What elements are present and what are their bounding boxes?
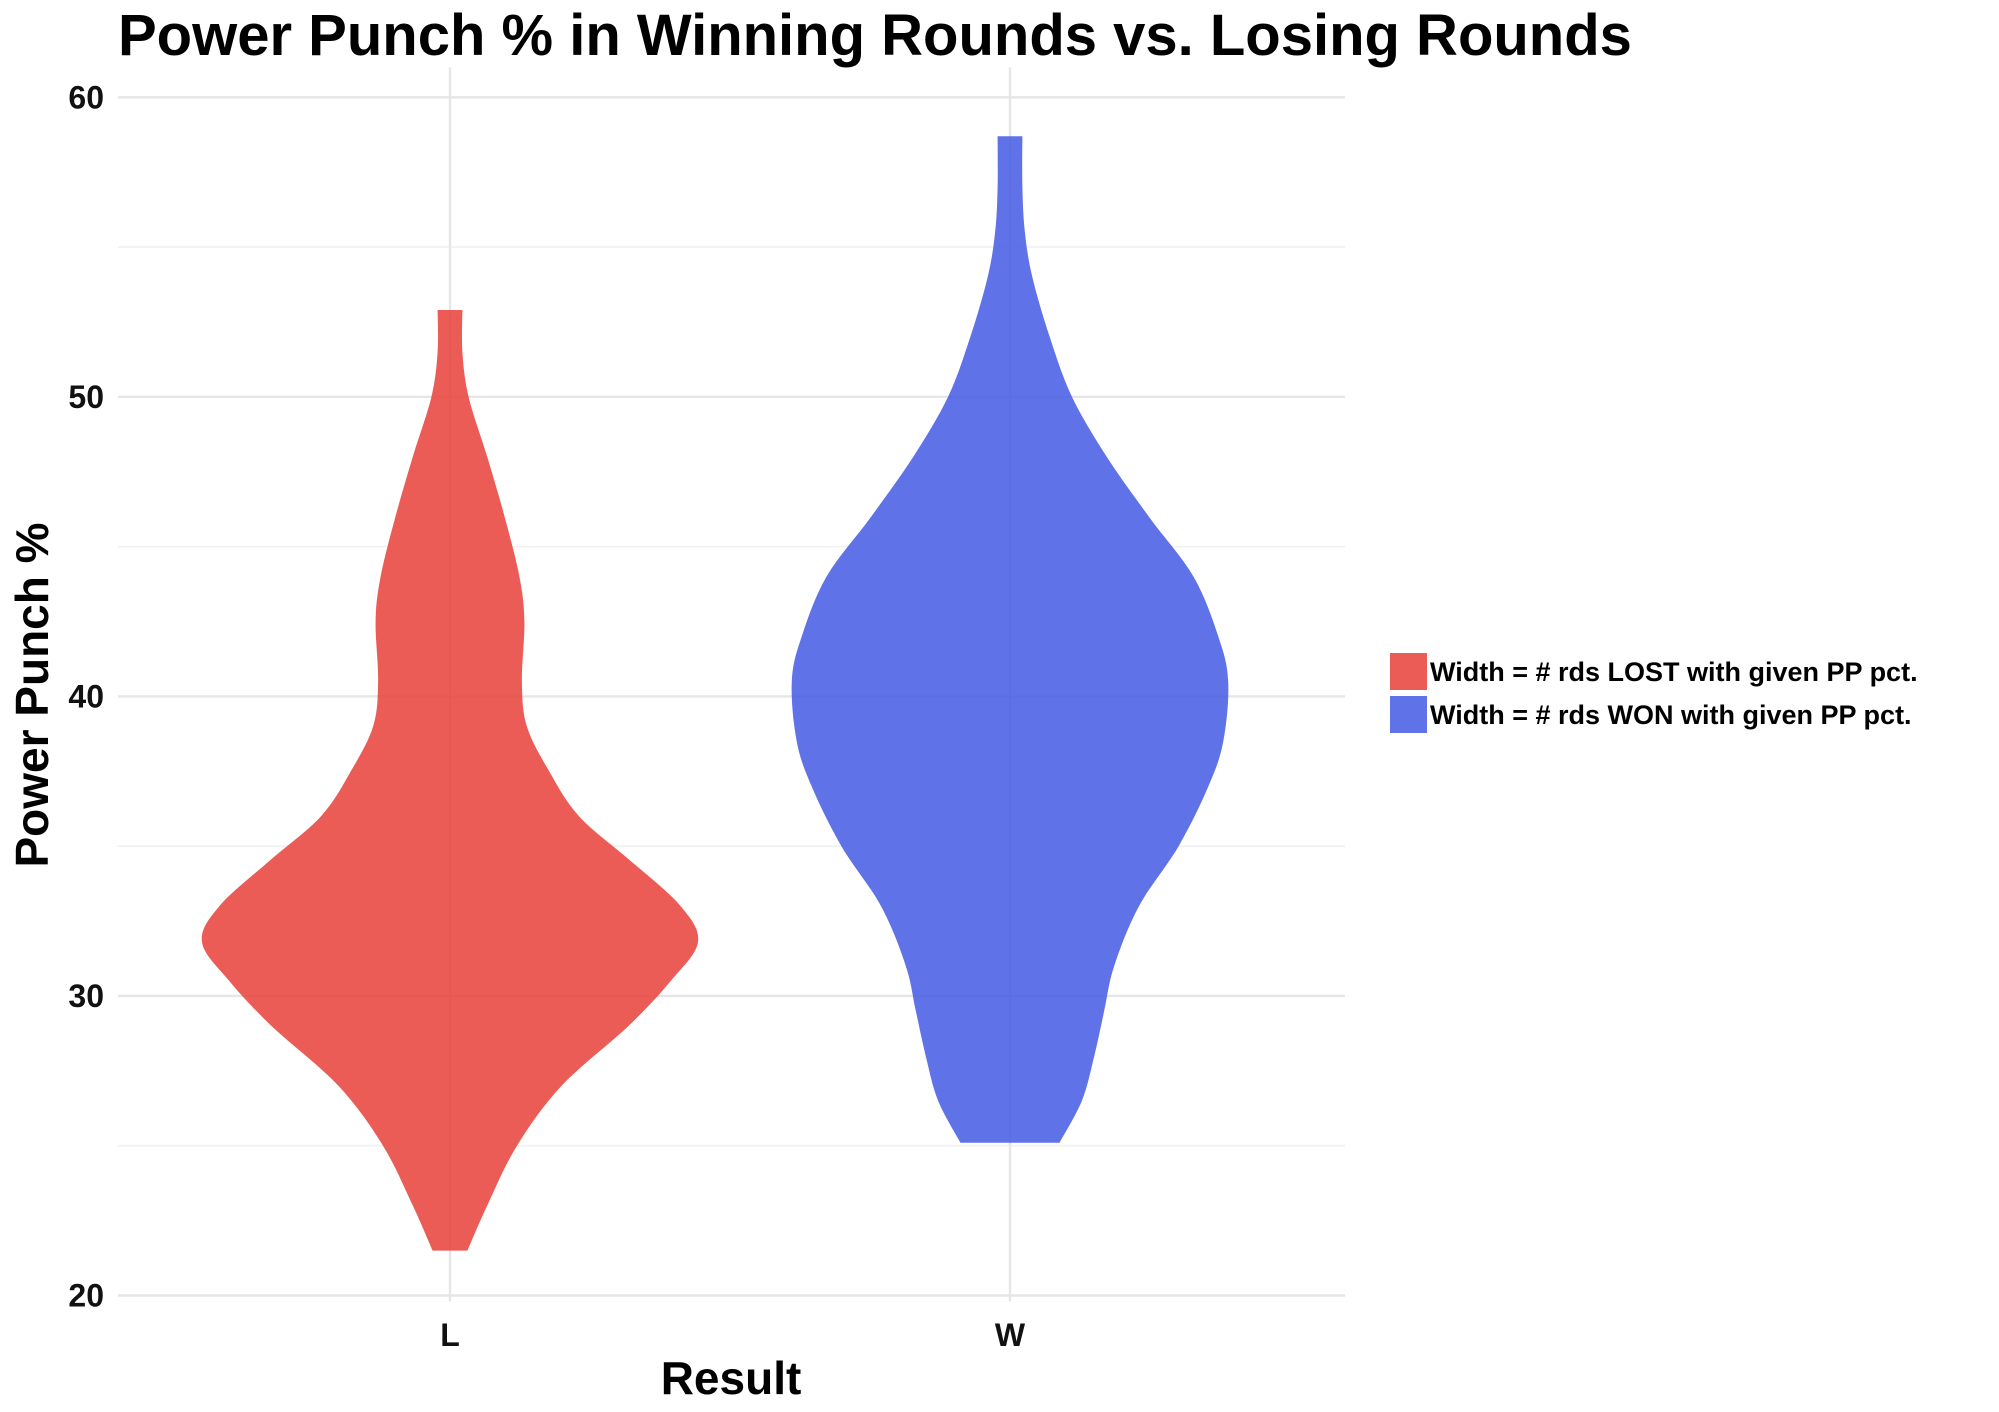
legend-label-lost: Width = # rds LOST with given PP pct. — [1430, 657, 1918, 687]
y-tick-label: 60 — [68, 79, 104, 115]
violin-W — [791, 136, 1229, 1143]
x-tick-label: W — [995, 1317, 1026, 1353]
axis-ticks: 20 30 40 50 60 L W — [68, 79, 1025, 1353]
y-tick-label: 30 — [68, 978, 104, 1014]
chart-title: Power Punch % in Winning Rounds vs. Losi… — [118, 3, 1632, 68]
legend-key-lost — [1390, 653, 1427, 690]
violin-L — [201, 310, 699, 1251]
legend: Width = # rds LOST with given PP pct. Wi… — [1390, 653, 1918, 733]
x-tick-label: L — [440, 1317, 460, 1353]
violin-plots — [201, 136, 1229, 1251]
y-tick-label: 50 — [68, 379, 104, 415]
legend-label-won: Width = # rds WON with given PP pct. — [1430, 700, 1912, 730]
y-tick-label: 40 — [68, 678, 104, 714]
y-tick-label: 20 — [68, 1278, 104, 1314]
y-axis-title: Power Punch % — [6, 522, 58, 867]
legend-key-won — [1390, 696, 1427, 733]
x-axis-title: Result — [661, 1352, 802, 1404]
